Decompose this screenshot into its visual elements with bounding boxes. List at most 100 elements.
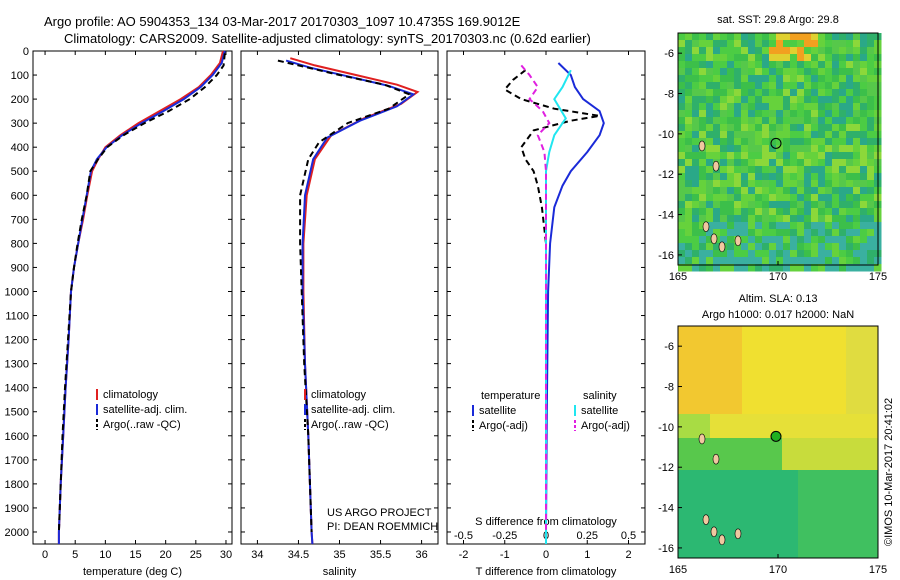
- map-cell: [718, 430, 727, 439]
- map-cell: [686, 382, 695, 391]
- map-cell: [846, 33, 854, 41]
- map-cell: [811, 68, 819, 76]
- map-cell: [867, 131, 875, 139]
- island-shape: [712, 160, 720, 172]
- map-cell: [713, 250, 721, 258]
- map-cell: [727, 110, 735, 118]
- map-cell: [846, 131, 854, 139]
- map-cell: [713, 222, 721, 230]
- map-cell: [825, 47, 833, 55]
- map-cell: [727, 264, 735, 272]
- map-cell: [692, 180, 700, 188]
- map-cell: [755, 47, 763, 55]
- map-cell: [750, 486, 759, 495]
- map-cell: [797, 96, 805, 104]
- map-cell: [755, 215, 763, 223]
- map-cell: [713, 145, 721, 153]
- map-cell: [741, 250, 749, 258]
- map-cell: [783, 110, 791, 118]
- map-cell: [718, 462, 727, 471]
- map-cell: [678, 454, 687, 463]
- map-cell: [750, 534, 759, 543]
- map-cell: [798, 446, 807, 455]
- map-cell: [870, 430, 879, 439]
- map-cell: [783, 33, 791, 41]
- map-cell: [748, 243, 756, 251]
- map-cell: [853, 264, 861, 272]
- map-cell: [692, 89, 700, 97]
- map-cell: [811, 166, 819, 174]
- map-cell: [734, 187, 742, 195]
- map-cell: [742, 374, 751, 383]
- map-cell: [776, 236, 784, 244]
- map-cell: [678, 550, 687, 559]
- map-cell: [783, 229, 791, 237]
- map-cell: [790, 138, 798, 146]
- map-cell: [790, 430, 799, 439]
- map-cell: [762, 222, 770, 230]
- map-cell: [748, 152, 756, 160]
- map-cell: [718, 478, 727, 487]
- map-cell: [726, 550, 735, 559]
- map-cell: [804, 187, 812, 195]
- map-cell: [862, 326, 871, 335]
- map-cell: [774, 326, 783, 335]
- map-cell: [742, 542, 751, 551]
- map-cell: [718, 494, 727, 503]
- map-cell: [685, 89, 693, 97]
- map-cell: [741, 61, 749, 69]
- map-cell: [790, 54, 798, 62]
- map-cell: [797, 138, 805, 146]
- map-cell: [727, 159, 735, 167]
- map-cell: [726, 358, 735, 367]
- map-cell: [720, 47, 728, 55]
- map-cell: [860, 75, 868, 83]
- map-cell: [862, 398, 871, 407]
- map-cell: [755, 103, 763, 111]
- map-cell: [766, 494, 775, 503]
- map-cell: [755, 243, 763, 251]
- map-cell: [766, 422, 775, 431]
- map-cell: [692, 159, 700, 167]
- map-cell: [741, 215, 749, 223]
- map-cell: [710, 406, 719, 415]
- map-cell: [734, 117, 742, 125]
- map-cell: [860, 68, 868, 76]
- map-cell: [741, 110, 749, 118]
- map-cell: [750, 342, 759, 351]
- map-cell: [832, 187, 840, 195]
- map-cell: [832, 75, 840, 83]
- map-cell: [727, 236, 735, 244]
- map-cell: [685, 215, 693, 223]
- map-cell: [769, 201, 777, 209]
- map-cell: [811, 54, 819, 62]
- map-cell: [741, 236, 749, 244]
- map-cell: [766, 358, 775, 367]
- map-cell: [832, 96, 840, 104]
- map-cell: [686, 486, 695, 495]
- map-cell: [678, 47, 686, 55]
- map-cell: [758, 502, 767, 511]
- map-cell: [814, 462, 823, 471]
- map-cell: [804, 33, 812, 41]
- argo-float-marker: [770, 430, 782, 442]
- map-cell: [846, 61, 854, 69]
- map-cell: [734, 33, 742, 41]
- map-cell: [758, 438, 767, 447]
- map-cell: [862, 550, 871, 559]
- map-cell: [755, 131, 763, 139]
- map-cell: [867, 68, 875, 76]
- map-cell: [830, 534, 839, 543]
- map-cell: [769, 215, 777, 223]
- map-cell: [825, 131, 833, 139]
- map-cell: [860, 152, 868, 160]
- map-cell: [726, 534, 735, 543]
- map-cell: [783, 194, 791, 202]
- map-cell: [685, 110, 693, 118]
- map-cell: [710, 510, 719, 519]
- map-cell: [686, 526, 695, 535]
- map-cell: [692, 264, 700, 272]
- map-cell: [854, 494, 863, 503]
- map-cell: [870, 414, 879, 423]
